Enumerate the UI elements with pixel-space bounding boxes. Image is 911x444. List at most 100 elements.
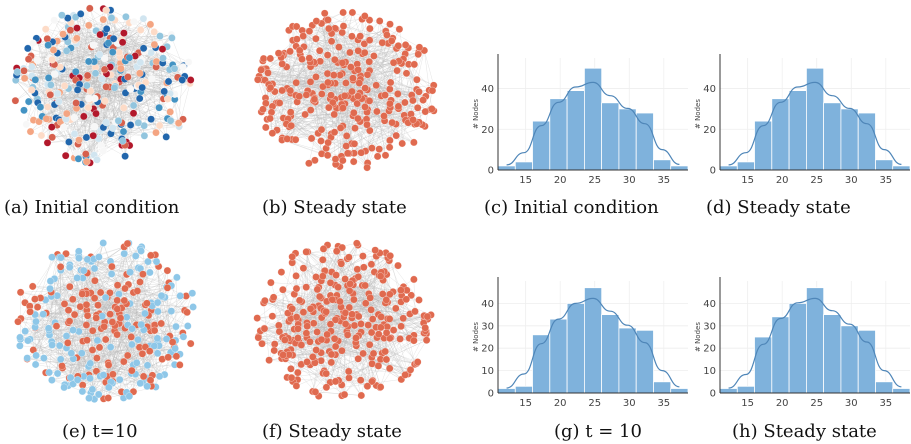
caption-c: (c) Initial condition (484, 197, 659, 218)
network-node (51, 71, 58, 78)
x-tick-label: 20 (554, 398, 567, 409)
network-node (382, 348, 389, 355)
network-node (361, 49, 368, 56)
histogram-bar (720, 389, 737, 394)
network-node (176, 361, 183, 368)
network-node (387, 252, 394, 259)
network-node (410, 337, 417, 344)
network-node (386, 315, 393, 322)
network-node (122, 153, 129, 160)
network-node (32, 318, 39, 325)
network-node (121, 250, 128, 257)
network-node (376, 146, 383, 153)
network-node (154, 335, 161, 342)
network-node (171, 65, 178, 72)
network-node (69, 327, 76, 334)
histogram-panel-g: 15 20 25 30 35010203040# Nodes (472, 277, 688, 409)
network-node (410, 276, 417, 283)
network-node (130, 102, 137, 109)
network-node (91, 277, 98, 284)
y-tick-label: 20 (703, 125, 716, 136)
network-node (16, 334, 23, 341)
network-node (355, 66, 362, 73)
network-node (307, 107, 314, 114)
network-node (85, 104, 92, 111)
network-node (298, 341, 305, 348)
network-node (190, 303, 197, 310)
network-node (422, 108, 429, 115)
network-node (105, 361, 112, 368)
network-node (29, 283, 36, 290)
network-node (24, 45, 31, 52)
histogram-panel-h: 15 20 25 30 35010203040# Nodes (694, 277, 910, 409)
network-node (260, 55, 267, 62)
network-node (329, 296, 336, 303)
caption-b: (b) Steady state (262, 197, 407, 218)
histogram-bar (755, 121, 772, 170)
network-node (296, 297, 303, 304)
network-node (167, 117, 174, 124)
network-node (117, 314, 124, 321)
network-node (153, 58, 160, 65)
network-node (44, 35, 51, 42)
network-node (65, 138, 72, 145)
network-node (331, 111, 338, 118)
network-node (323, 308, 330, 315)
network-node (89, 327, 96, 334)
network-node (254, 315, 261, 322)
network-node (84, 312, 91, 319)
network-node (377, 383, 384, 390)
network-node (97, 31, 104, 38)
caption-d: (d) Steady state (706, 197, 851, 218)
network-node (66, 264, 73, 271)
network-node (287, 48, 294, 55)
network-node (20, 107, 27, 114)
network-node (55, 98, 62, 105)
histogram-bar (619, 109, 636, 170)
network-node (280, 351, 287, 358)
network-node (110, 35, 117, 42)
network-node (100, 16, 107, 23)
y-tick-label: 20 (703, 344, 716, 355)
network-node (325, 139, 332, 146)
network-node (383, 296, 390, 303)
network-node (399, 140, 406, 147)
network-node (415, 296, 422, 303)
network-node (288, 122, 295, 129)
network-node (91, 123, 98, 130)
network-node (75, 137, 82, 144)
network-node (328, 38, 335, 45)
network-node (386, 21, 393, 28)
network-node (363, 121, 370, 128)
network-node (124, 240, 131, 247)
network-node (312, 35, 319, 42)
network-node (345, 368, 352, 375)
network-node (276, 99, 283, 106)
network-node (154, 299, 161, 306)
histogram-bar (841, 326, 858, 393)
network-node (300, 33, 307, 40)
network-node (389, 119, 396, 126)
network-node (352, 334, 359, 341)
network-node (258, 340, 265, 347)
network-node (87, 375, 94, 382)
x-tick-label: 20 (554, 175, 567, 186)
network-node (303, 91, 310, 98)
network-node (414, 104, 421, 111)
network-node (78, 350, 85, 357)
network-node (119, 137, 126, 144)
network-node (269, 130, 276, 137)
network-node (137, 380, 144, 387)
network-node (133, 359, 140, 366)
network-node (324, 16, 331, 23)
network-node (344, 150, 351, 157)
histogram-bar (858, 330, 875, 393)
network-node (147, 252, 154, 259)
network-node (410, 139, 417, 146)
histogram-bar (602, 103, 619, 170)
network-node (109, 49, 116, 56)
network-node (89, 346, 96, 353)
histogram-bar (550, 319, 567, 393)
network-node (429, 87, 436, 94)
network-node (16, 342, 23, 349)
